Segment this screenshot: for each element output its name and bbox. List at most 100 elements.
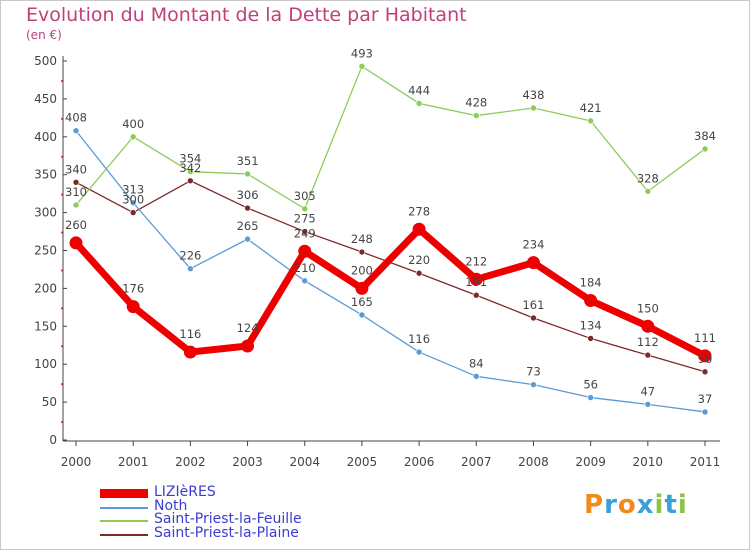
data-label: 340 — [65, 162, 87, 176]
data-point — [701, 368, 709, 376]
data-label: 249 — [294, 226, 316, 240]
data-label: 200 — [351, 263, 373, 277]
data-point — [187, 168, 194, 175]
data-label: 191 — [465, 275, 487, 289]
legend-label: Saint-Priest-la-Feuille — [154, 511, 302, 527]
data-point — [472, 373, 480, 380]
data-point — [183, 345, 197, 359]
x-tick-label: 2003 — [232, 455, 263, 469]
x-tick-label: 2001 — [118, 455, 149, 469]
data-point — [72, 127, 80, 135]
data-point — [584, 294, 598, 308]
y-tick-label: 150 — [34, 319, 57, 333]
data-point — [641, 319, 655, 333]
data-point — [301, 228, 309, 235]
data-label: 176 — [122, 282, 144, 296]
data-point — [587, 394, 594, 401]
legend-item: Saint-Priest-la-Feuille — [100, 511, 400, 528]
data-point — [72, 178, 80, 186]
data-label: 438 — [522, 88, 544, 102]
data-point — [358, 248, 366, 256]
data-label: 248 — [351, 232, 373, 246]
data-label: 212 — [465, 254, 487, 268]
y-tick-label: 0 — [49, 433, 57, 447]
data-label: 90 — [698, 352, 713, 366]
data-label: 134 — [580, 318, 602, 332]
data-point — [698, 349, 712, 363]
data-point — [69, 236, 83, 250]
data-point — [129, 133, 137, 141]
data-point — [526, 256, 540, 270]
x-tick-label: 2005 — [347, 455, 378, 469]
data-label: 354 — [179, 152, 201, 166]
data-label: 73 — [526, 365, 541, 379]
series-saint-priest-la-plaine — [72, 177, 709, 376]
data-point — [129, 209, 137, 216]
data-label: 37 — [698, 392, 713, 406]
logo-letter: o — [617, 490, 637, 520]
data-label: 226 — [179, 249, 201, 263]
data-label: 265 — [237, 219, 259, 233]
data-label: 306 — [237, 188, 259, 202]
data-label: 444 — [408, 83, 430, 97]
y-tick-label: 50 — [42, 395, 57, 409]
data-point — [587, 335, 594, 342]
x-tick-label: 2008 — [518, 455, 549, 469]
data-label: 111 — [694, 331, 716, 345]
legend-swatch — [100, 520, 148, 522]
proxiti-logo: Proxiti — [584, 490, 688, 520]
data-point — [644, 401, 652, 408]
data-label: 305 — [294, 189, 316, 203]
data-label: 220 — [408, 253, 430, 267]
data-label: 56 — [583, 378, 598, 392]
data-point — [472, 112, 480, 119]
x-tick-label: 2006 — [404, 455, 435, 469]
series-saint-priest-la-feuille — [72, 63, 709, 213]
data-point — [244, 235, 251, 243]
data-point — [301, 205, 309, 213]
data-label: 47 — [640, 384, 655, 398]
data-label: 150 — [637, 301, 659, 315]
legend-item: Noth — [100, 497, 400, 515]
y-tick-label: 300 — [34, 206, 57, 220]
data-point — [469, 272, 483, 286]
data-point — [530, 104, 537, 112]
data-point — [72, 201, 80, 209]
legend-label: Noth — [154, 497, 188, 514]
data-label: 421 — [580, 101, 602, 115]
y-tick-label: 100 — [34, 357, 57, 371]
data-point — [644, 188, 652, 195]
data-point — [241, 339, 255, 353]
data-point — [701, 408, 709, 416]
data-label: 328 — [637, 171, 659, 185]
data-label: 310 — [65, 185, 87, 199]
data-point — [415, 348, 423, 356]
x-tick-label: 2007 — [461, 455, 492, 469]
x-tick-label: 2000 — [61, 455, 92, 469]
data-label: 428 — [465, 96, 487, 110]
logo-letter: x — [636, 490, 655, 520]
data-label: 161 — [522, 298, 544, 312]
data-label: 278 — [408, 204, 430, 218]
data-point — [415, 269, 423, 277]
y-tick-label: 200 — [34, 281, 57, 295]
data-label: 408 — [65, 111, 87, 125]
data-label: 493 — [351, 46, 373, 60]
data-point — [644, 351, 652, 359]
x-tick-label: 2010 — [633, 455, 664, 469]
data-point — [355, 281, 369, 295]
data-label: 275 — [294, 212, 316, 226]
data-point — [301, 277, 309, 285]
legend-label: Saint-Priest-la-Plaine — [154, 524, 299, 541]
data-point — [587, 117, 594, 125]
data-label: 384 — [694, 129, 716, 143]
data-point — [701, 145, 709, 153]
series-line — [75, 130, 706, 413]
data-point — [415, 100, 423, 107]
data-label: 84 — [469, 356, 484, 370]
legend-label: LIZIèRES — [154, 484, 216, 500]
data-label: 165 — [351, 295, 373, 309]
data-label: 342 — [179, 161, 201, 175]
data-label: 116 — [408, 332, 430, 346]
